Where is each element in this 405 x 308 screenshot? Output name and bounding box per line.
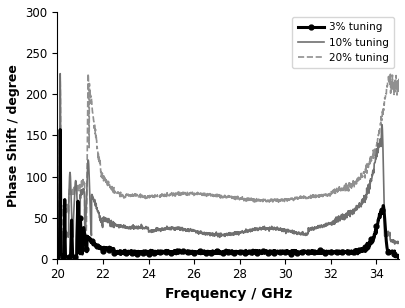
Legend: 3% tuning, 10% tuning, 20% tuning: 3% tuning, 10% tuning, 20% tuning [292,17,393,68]
Y-axis label: Phase Shift / degree: Phase Shift / degree [7,64,20,207]
X-axis label: Frequency / GHz: Frequency / GHz [164,287,291,301]
